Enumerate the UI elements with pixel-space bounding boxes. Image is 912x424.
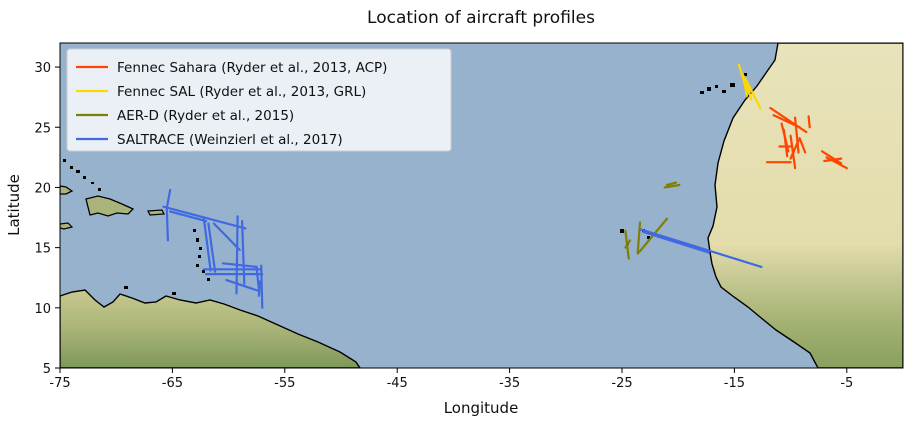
flight-track-series-3-2 bbox=[165, 188, 172, 209]
x-axis: -75 -65 -55 -45 -35 -25 -15 -5 bbox=[49, 368, 853, 391]
flight-track-series-3-0 bbox=[639, 228, 763, 268]
x-tick-label: -45 bbox=[387, 376, 408, 391]
legend-label: AER-D (Ryder et al., 2015) bbox=[117, 108, 294, 124]
flight-track-series-0-5 bbox=[793, 116, 800, 154]
x-tick-label: -65 bbox=[162, 376, 183, 391]
y-tick-label: 25 bbox=[34, 121, 51, 136]
puerto-rico-land bbox=[147, 209, 165, 216]
y-axis-label: Latitude bbox=[5, 174, 23, 236]
flight-track-series-3-17 bbox=[257, 280, 262, 297]
south-america-land bbox=[60, 289, 361, 368]
flight-track-series-3-6 bbox=[202, 217, 212, 272]
legend-label: Fennec SAL (Ryder et al., 2013, GRL) bbox=[117, 84, 366, 100]
y-axis: 5 10 15 20 25 30 bbox=[34, 61, 60, 377]
canary-islands bbox=[700, 73, 747, 94]
flight-track-series-0-11 bbox=[820, 150, 843, 165]
x-tick-label: -5 bbox=[840, 376, 853, 391]
flight-track-series-3-13 bbox=[260, 264, 264, 309]
flight-track-series-0-3 bbox=[782, 128, 789, 158]
y-tick-label: 30 bbox=[34, 61, 51, 76]
flight-track-series-3-8 bbox=[212, 222, 241, 252]
map-background bbox=[60, 43, 903, 368]
flight-track-series-2-2 bbox=[636, 221, 642, 255]
flight-track-series-1-2 bbox=[744, 77, 762, 110]
plot-frame bbox=[59, 42, 904, 369]
flight-track-series-3-12 bbox=[241, 220, 246, 285]
flight-track-series-3-4 bbox=[165, 208, 169, 242]
chart-title: Location of aircraft profiles bbox=[367, 8, 595, 28]
flight-track-series-3-16 bbox=[221, 262, 258, 268]
flight-track-series-3-11 bbox=[235, 215, 239, 295]
flight-track-series-2-5 bbox=[665, 181, 678, 187]
flight-track-series-0-7 bbox=[789, 139, 800, 160]
cuba-land bbox=[60, 185, 74, 195]
flight-track-series-3-14 bbox=[255, 267, 260, 291]
legend-label: SALTRACE (Weinzierl et al., 2017) bbox=[117, 132, 343, 148]
flight-track-series-3-5 bbox=[169, 210, 208, 223]
x-tick-label: -75 bbox=[49, 376, 70, 391]
legend-box bbox=[66, 48, 452, 152]
legend-label: Fennec Sahara (Ryder et al., 2013, ACP) bbox=[117, 60, 387, 76]
flight-track-series-1-1 bbox=[742, 74, 748, 98]
flight-track-series-3-3 bbox=[162, 205, 247, 230]
y-tick-label: 20 bbox=[34, 181, 51, 196]
africa-land bbox=[707, 43, 903, 368]
flight-track-series-0-6 bbox=[798, 137, 807, 154]
flight-track-series-1-3 bbox=[745, 82, 753, 101]
flight-track-series-0-13 bbox=[823, 157, 843, 163]
flight-track-series-3-1 bbox=[642, 230, 710, 254]
track-layer bbox=[162, 63, 848, 309]
caribbean-islands bbox=[63, 159, 210, 295]
jamaica-land bbox=[60, 222, 74, 230]
legend: Fennec Sahara (Ryder et al., 2013, ACP) F… bbox=[66, 48, 452, 152]
x-tick-label: -55 bbox=[274, 376, 295, 391]
x-tick-label: -35 bbox=[499, 376, 520, 391]
flight-track-series-0-10 bbox=[807, 115, 811, 129]
x-tick-label: -25 bbox=[611, 376, 632, 391]
flight-track-series-2-4 bbox=[663, 183, 681, 189]
flight-track-series-2-1 bbox=[624, 239, 632, 249]
y-tick-label: 10 bbox=[34, 302, 51, 317]
x-tick-label: -15 bbox=[724, 376, 745, 391]
flight-track-series-3-15 bbox=[225, 279, 260, 293]
x-axis-label: Longitude bbox=[444, 399, 519, 417]
y-tick-label: 15 bbox=[34, 242, 51, 257]
flight-track-series-3-7 bbox=[207, 222, 217, 273]
hispaniola-land bbox=[85, 195, 135, 217]
y-tick-label: 5 bbox=[43, 362, 51, 377]
